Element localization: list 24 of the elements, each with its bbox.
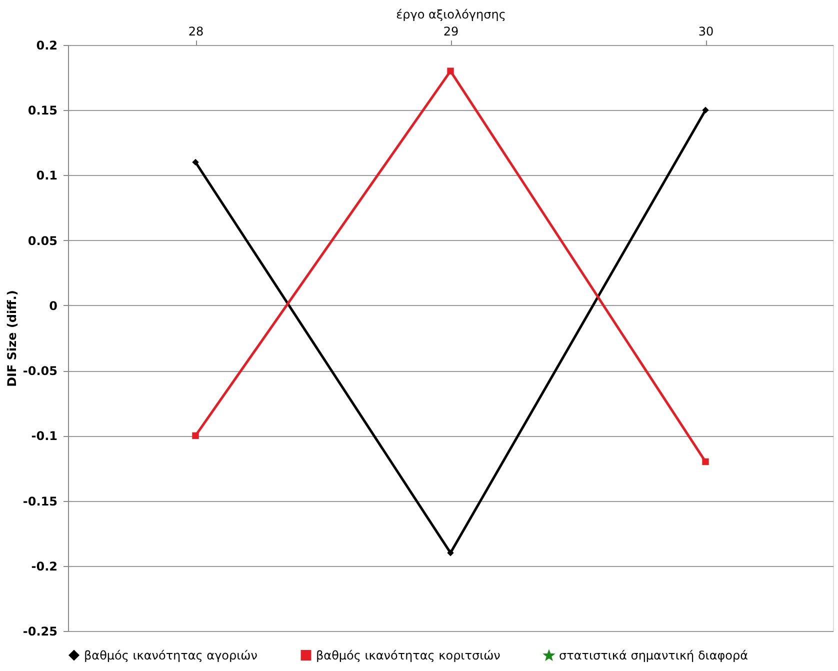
y-tick-label: -0.05 [22, 364, 58, 378]
x-tick-label: 29 [443, 24, 459, 38]
point [702, 458, 709, 466]
y-tick-label: 0.15 [28, 104, 58, 118]
x-tick-label: 28 [188, 24, 204, 38]
legend-label: βαθμός ικανότητας κοριτσιών [316, 648, 501, 662]
point [447, 68, 454, 74]
y-tick-label: 0.2 [36, 38, 58, 52]
point [447, 550, 454, 556]
y-tick-label: -0.25 [22, 624, 58, 638]
y-tick-label: -0.1 [31, 429, 58, 444]
x-axis-title: έργο αξιολόγησης [396, 8, 506, 22]
point [702, 106, 709, 114]
y-tick-label: -0.15 [22, 494, 58, 508]
legend-label: βαθμός ικανότητας αγοριών [84, 648, 258, 662]
point [192, 158, 199, 166]
point [192, 432, 199, 440]
y-axis-title: DIF Size (diff.) [4, 290, 19, 387]
legend-label: στατιστικά σημαντική διαφορά [559, 648, 748, 663]
y-tick-label: -0.2 [31, 559, 58, 574]
y-tick-label: 0 [49, 298, 58, 313]
x-tick-label: 30 [698, 24, 714, 38]
y-tick-label: 0.1 [36, 168, 58, 183]
y-tick-label: 0.05 [28, 234, 58, 248]
